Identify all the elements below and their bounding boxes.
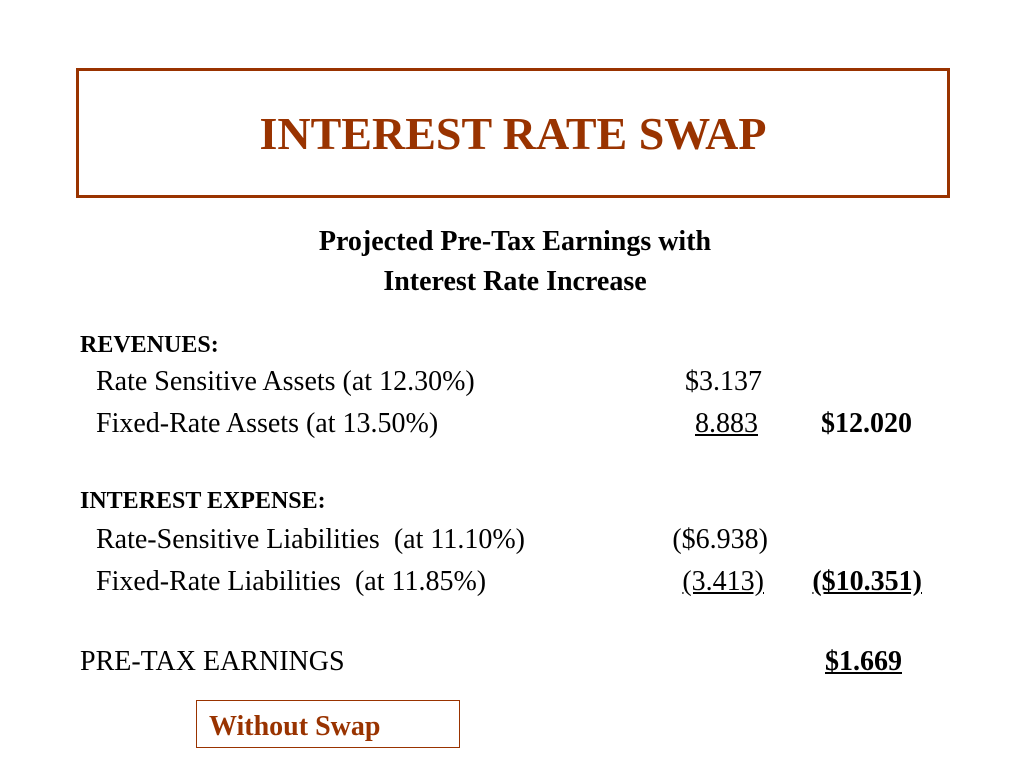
row-label: Rate-Sensitive Liabilities (at 11.10%)	[96, 524, 525, 555]
row-label: Fixed-Rate Assets (at 13.50%)	[96, 408, 439, 439]
amount: $3.137	[685, 366, 762, 397]
amount: 8.883	[695, 408, 758, 439]
earnings-total: $1.669	[825, 646, 902, 677]
total: ($10.351)	[812, 566, 922, 597]
title-box: INTEREST RATE SWAP	[76, 68, 950, 198]
amount: (3.413)	[682, 566, 764, 597]
title: INTEREST RATE SWAP	[259, 108, 767, 159]
earnings-label: PRE-TAX EARNINGS	[80, 646, 345, 677]
subtitle: Interest Rate Increase	[383, 266, 647, 297]
section-heading: REVENUES:	[80, 332, 219, 358]
subtitle: Projected Pre-Tax Earnings with	[318, 226, 712, 257]
amount: ($6.938)	[672, 524, 768, 555]
section-heading: INTEREST EXPENSE:	[80, 488, 326, 514]
total: $12.020	[821, 408, 912, 439]
row-label: Fixed-Rate Liabilities (at 11.85%)	[96, 566, 487, 597]
row-label: Rate Sensitive Assets (at 12.30%)	[96, 366, 475, 397]
note-box: Without Swap	[196, 700, 460, 748]
